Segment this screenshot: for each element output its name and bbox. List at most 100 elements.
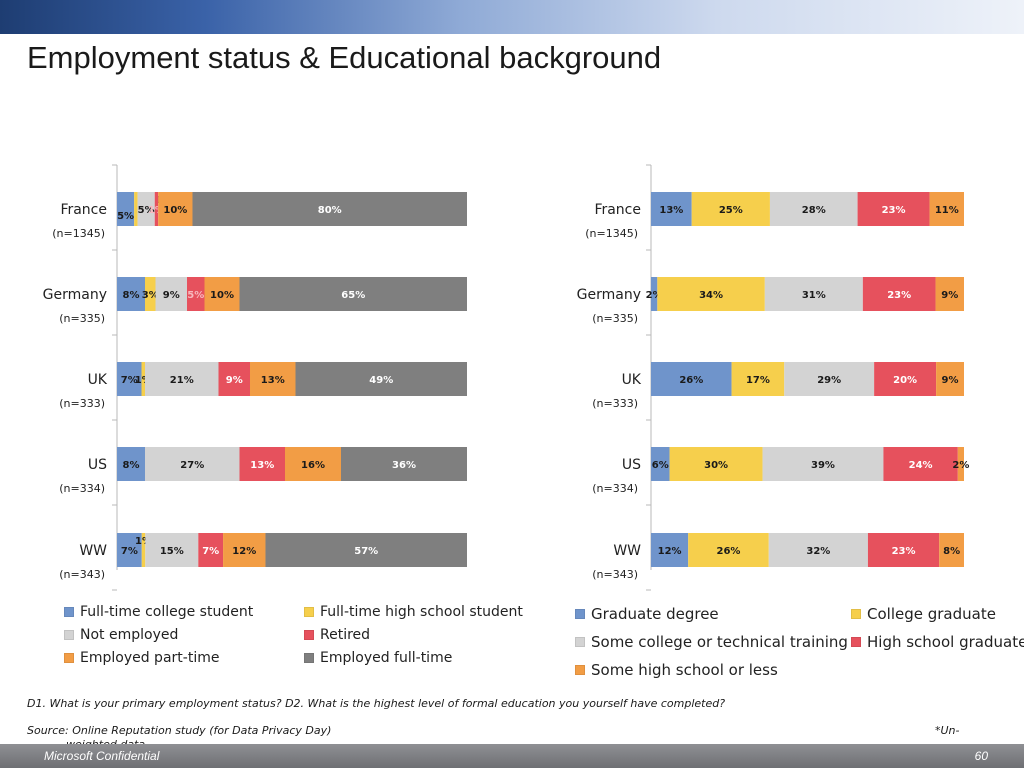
employment-sample-size-label: (n=334) [59,482,105,495]
legend-label: High school graduate [867,633,1024,651]
education-bar-graduate-degree [651,533,689,567]
employment-sample-size-label: (n=343) [59,568,105,581]
employment-bar-full-time-high-school-student [141,533,146,567]
education-data-label: 29% [817,375,841,386]
footer-bar: Microsoft Confidential 60 [0,744,1024,768]
employment-bar-not-employed [145,447,240,481]
education-bar-some-college-or-technical-training [784,362,875,396]
employment-bar-full-time-high-school-student [141,362,145,396]
source-note: Source: Online Reputation study (for Dat… [27,724,332,737]
education-data-label: 26% [679,375,703,386]
employment-bar-employed-full-time [239,277,467,311]
employment-category-label: UK [88,372,108,388]
education-data-label: 2% [646,290,663,301]
education-sample-size-label: (n=334) [592,482,638,495]
employment-data-label: 65% [341,290,365,301]
employment-sample-size-label: (n=333) [59,397,105,410]
employment-bar-retired [218,362,250,396]
education-data-label: 25% [719,205,743,216]
legend-label: Full-time high school student [320,604,523,620]
employment-data-label: 5% [187,290,204,301]
legend-item-full-time-high-school-student: Full-time high school student [304,604,523,620]
legend-swatch [304,607,314,617]
legend-label: Full-time college student [80,604,254,620]
employment-data-label: 1% [135,536,152,547]
employment-bar-employed-part-time [204,277,240,311]
education-data-label: 13% [659,205,683,216]
employment-bar-employed-part-time [250,362,296,396]
legend-label: Not employed [80,627,179,643]
legend-label: College graduate [867,605,996,623]
employment-data-label: 1% [135,375,152,386]
education-bar-some-high-school-or-less [936,362,964,396]
employment-bar-full-time-high-school-student [145,277,156,311]
employment-bar-full-time-college-student [117,192,135,226]
legend-label: Some high school or less [591,661,778,679]
education-bar-college-graduate [657,277,765,311]
education-data-label: 23% [892,546,916,557]
education-data-label: 30% [704,460,728,471]
education-bar-high-school-graduate [862,277,936,311]
education-sample-size-label: (n=335) [592,312,638,325]
employment-bar-not-employed [137,192,155,226]
employment-data-label: 10% [210,290,234,301]
education-bar-high-school-graduate [883,447,958,481]
education-category-label: WW [613,543,641,559]
education-category-label: UK [622,372,642,388]
education-bar-some-high-school-or-less [939,533,964,567]
legend-item-some-high-school-or-less: Some high school or less [575,661,778,679]
education-bar-graduate-degree [651,447,670,481]
education-bar-college-graduate [691,192,770,226]
employment-legend: Full-time college student Full-time high … [64,604,544,674]
legend-swatch [64,607,74,617]
legend-label: Employed full-time [320,650,453,666]
education-data-label: 28% [802,205,826,216]
employment-bar-full-time-college-student [117,447,145,481]
employment-data-label: 36% [392,460,416,471]
employment-bar-not-employed [155,277,187,311]
employment-bar-not-employed [145,362,219,396]
education-bar-some-college-or-technical-training [768,533,868,567]
employment-category-label: US [88,457,107,473]
unweighted-note-part1: *Un- [935,724,960,737]
legend-label: Graduate degree [591,605,719,623]
employment-data-label: 7% [121,375,138,386]
employment-data-label: 1% [148,205,165,216]
legend-swatch [64,630,74,640]
education-data-label: 20% [893,375,917,386]
legend-item-full-time-college-student: Full-time college student [64,604,253,620]
employment-data-label: 49% [369,375,393,386]
legend-item-some-college-or-technical-training: Some college or technical training [575,633,848,651]
employment-data-label: 7% [121,546,138,557]
employment-data-label: 27% [180,460,204,471]
employment-data-label: 7% [202,546,219,557]
education-legend: Graduate degree College graduate Some coll… [575,605,1024,685]
education-category-label: France [594,202,641,218]
legend-item-high-school-graduate: High school graduate [851,633,1024,651]
employment-data-label: 13% [250,460,274,471]
legend-label: Retired [320,627,371,643]
education-bar-high-school-graduate [874,362,937,396]
confidential-label: Microsoft Confidential [44,749,160,763]
charts-canvas: France(n=1345)5%1%5%1%10%80%Germany(n=33… [43,164,969,591]
education-bar-some-college-or-technical-training [769,192,858,226]
employment-data-label: 3% [142,290,159,301]
employment-data-label: 16% [301,460,325,471]
employment-data-label: 15% [160,546,184,557]
education-data-label: 17% [746,375,770,386]
education-bar-college-graduate [731,362,785,396]
education-bar-high-school-graduate [857,192,930,226]
education-bar-graduate-degree [651,192,692,226]
employment-data-label: 5% [138,205,155,216]
employment-bar-retired [198,533,224,567]
employment-data-label: 10% [163,205,187,216]
header-banner [0,0,1024,34]
education-sample-size-label: (n=1345) [585,227,638,240]
employment-bar-employed-part-time [285,447,341,481]
education-data-label: 39% [811,460,835,471]
employment-data-label: 13% [261,375,285,386]
education-data-label: 2% [952,460,969,471]
legend-item-not-employed: Not employed [64,627,178,643]
employment-bar-retired [239,447,285,481]
education-bar-graduate-degree [651,277,658,311]
